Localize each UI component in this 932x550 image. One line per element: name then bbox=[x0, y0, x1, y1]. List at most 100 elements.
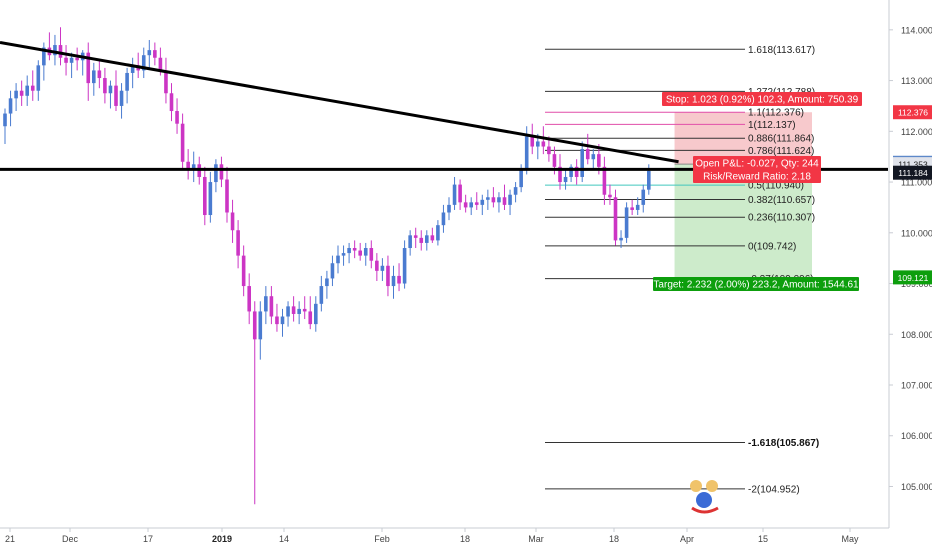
candle-body bbox=[530, 136, 535, 147]
candle-body bbox=[164, 70, 168, 94]
candle-body bbox=[402, 248, 407, 284]
candle-body bbox=[3, 113, 7, 127]
fib-level-label: 0(109.742) bbox=[748, 241, 796, 252]
fib-level-label: -1.618(105.867) bbox=[748, 438, 819, 449]
candle-body bbox=[219, 164, 224, 180]
candle-body bbox=[619, 237, 623, 241]
time-tick-label: 2019 bbox=[212, 534, 232, 544]
price-tag: 111.184 bbox=[893, 165, 932, 180]
candle-body bbox=[30, 85, 35, 91]
time-axis[interactable]: 21 Dec 17 2019 14 Feb 18 Mar 18 Apr 15 May bbox=[0, 527, 889, 544]
candle-body bbox=[114, 85, 118, 106]
candle-body bbox=[436, 225, 440, 241]
candle-body bbox=[103, 78, 107, 94]
candle-body bbox=[585, 149, 590, 160]
candle-body bbox=[369, 248, 374, 261]
candle-body bbox=[441, 212, 446, 226]
candle-body bbox=[474, 202, 479, 205]
candle-body bbox=[147, 50, 152, 56]
candle-body bbox=[447, 204, 451, 213]
price-tag: 109.121 bbox=[893, 270, 932, 285]
position-labels: Stop: 1.023 (0.92%) 102.3, Amount: 750.3… bbox=[653, 92, 862, 291]
price-tick-label: 107.000 bbox=[901, 381, 932, 391]
time-tick-label: 14 bbox=[279, 534, 289, 544]
candle-body bbox=[641, 189, 646, 205]
candle-body bbox=[119, 90, 124, 106]
price-tag: 112.376 bbox=[893, 105, 932, 120]
candle-body bbox=[486, 197, 490, 200]
price-tick-label: 111.000 bbox=[901, 178, 932, 188]
price-tick-label: 105.000 bbox=[901, 482, 932, 492]
candle-body bbox=[203, 176, 207, 216]
candle-body bbox=[286, 306, 290, 317]
time-tick-label: Dec bbox=[62, 534, 79, 544]
candle-body bbox=[69, 57, 74, 63]
candle-body bbox=[325, 278, 329, 287]
price-tag-label: 111.353 bbox=[898, 160, 928, 170]
candle-body bbox=[191, 164, 196, 170]
candle-body bbox=[297, 308, 301, 314]
time-tick-label: Apr bbox=[680, 534, 694, 544]
candle-body bbox=[158, 57, 163, 71]
time-tick-label: 17 bbox=[143, 534, 153, 544]
candle-body bbox=[58, 45, 63, 58]
candle-body bbox=[258, 311, 263, 340]
price-tick-label: 110.000 bbox=[901, 228, 932, 238]
target-zone bbox=[674, 164, 812, 278]
price-axis[interactable]: 114.000113.000112.000111.000110.000109.0… bbox=[888, 0, 932, 528]
stop-label-bg bbox=[662, 92, 862, 106]
candle-body bbox=[341, 253, 346, 256]
price-tag-bg bbox=[893, 165, 932, 180]
candle-body bbox=[236, 230, 240, 256]
pnl-label-text: Open P&L: -0.027, Qty: 244 bbox=[695, 159, 819, 170]
time-tick-label: May bbox=[841, 534, 859, 544]
candle-body bbox=[225, 179, 229, 213]
time-tick-label: 18 bbox=[609, 534, 619, 544]
candle-body bbox=[480, 199, 485, 205]
candle-body bbox=[569, 166, 573, 177]
logo-globe bbox=[696, 492, 712, 508]
candle-body bbox=[541, 141, 546, 147]
target-label-bg bbox=[653, 277, 859, 291]
candle-body bbox=[180, 123, 185, 162]
candle-body bbox=[275, 316, 279, 325]
candle-body bbox=[230, 212, 235, 231]
target-label-text: Target: 2.232 (2.00%) 223.2, Amount: 154… bbox=[653, 280, 859, 291]
candle-body bbox=[241, 255, 246, 287]
candle-body bbox=[458, 184, 462, 203]
price-tag-label: 112.376 bbox=[898, 108, 928, 118]
candle-body bbox=[452, 184, 457, 205]
candle-body bbox=[635, 204, 640, 210]
candle-body bbox=[291, 306, 296, 314]
candle-body bbox=[375, 260, 379, 271]
candle-body bbox=[508, 194, 512, 205]
candle-body bbox=[269, 296, 274, 317]
logo-swoosh bbox=[691, 506, 719, 514]
descending-trendline bbox=[0, 41, 679, 164]
candle-body bbox=[413, 235, 418, 238]
candle-body bbox=[463, 202, 468, 208]
target-label: Target: 2.232 (2.00%) 223.2, Amount: 154… bbox=[653, 277, 859, 291]
candle-body bbox=[613, 197, 618, 241]
pnl-label: Open P&L: -0.027, Qty: 244 bbox=[693, 156, 821, 170]
price-tick-label: 112.000 bbox=[901, 127, 932, 137]
candle-body bbox=[153, 50, 157, 58]
fib-level-label: 0.382(110.657) bbox=[748, 195, 815, 206]
candle-body bbox=[580, 149, 584, 177]
candle-body bbox=[563, 176, 568, 183]
time-tick-label: 21 bbox=[5, 534, 15, 544]
candle-body bbox=[624, 207, 629, 238]
candle-body bbox=[497, 197, 501, 203]
candle-body bbox=[502, 197, 507, 205]
candle-body bbox=[247, 286, 251, 312]
candle-body bbox=[558, 166, 562, 183]
time-tick-label: Mar bbox=[528, 534, 544, 544]
candle-body bbox=[42, 47, 46, 66]
candle-body bbox=[536, 141, 540, 147]
stop-label-text: Stop: 1.023 (0.92%) 102.3, Amount: 750.3… bbox=[666, 95, 859, 106]
candle-body bbox=[319, 286, 324, 304]
candle-body bbox=[208, 182, 213, 216]
price-tick-label: 106.000 bbox=[901, 431, 932, 441]
